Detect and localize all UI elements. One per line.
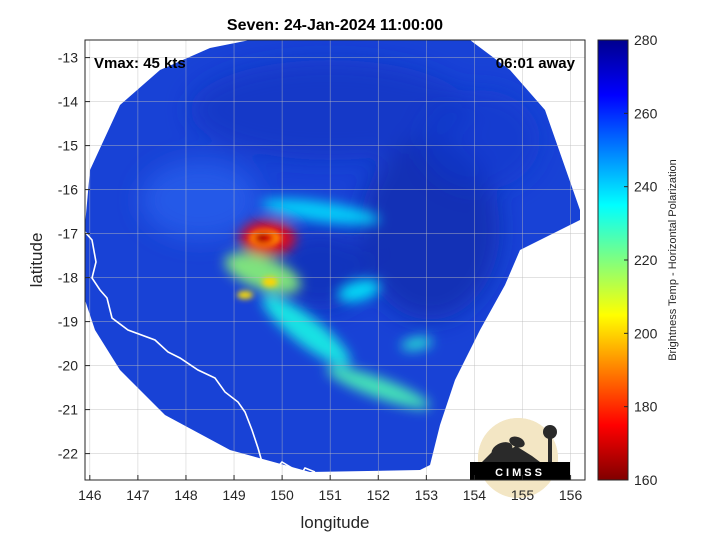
colorbar-tick-label: 160 (634, 472, 658, 488)
x-tick-label: 147 (126, 487, 150, 503)
x-tick-label: 152 (367, 487, 391, 503)
x-tick-label: 154 (463, 487, 487, 503)
colorbar-gradient (597, 39, 629, 481)
y-tick-label: -18 (58, 270, 78, 286)
colorbar-tick-label: 240 (634, 179, 658, 195)
swath-image (85, 40, 580, 472)
y-tick-label: -21 (58, 402, 78, 418)
cloud-feature-eastern-patch (400, 337, 433, 351)
colorbar-label: Brightness Temp - Horizontal Polarizatio… (667, 159, 679, 361)
y-tick-label: -17 (58, 226, 78, 242)
colorbar-tick-label: 180 (634, 399, 658, 415)
coastline (85, 231, 316, 478)
x-axis: 146 147 148 149 150 151 152 153 154 155 156 (78, 475, 582, 503)
colorbar: 280 260 240 220 200 180 160 Brightness Temp - … (597, 32, 679, 488)
colorbar-tick-label: 200 (634, 325, 658, 341)
x-axis-label: longitude (300, 513, 369, 532)
y-axis-label: latitude (27, 233, 46, 288)
x-tick-label: 156 (559, 487, 583, 503)
colorbar-tick-label: 260 (634, 105, 658, 121)
cloud-feature-east-curl (337, 279, 381, 303)
y-tick-label: -15 (58, 138, 78, 154)
chart-title: Seven: 24-Jan-2024 11:00:00 (227, 17, 443, 34)
x-tick-label: 155 (511, 487, 535, 503)
colorbar-tick-label: 220 (634, 252, 658, 268)
cimss-logo: CIMSS (470, 418, 570, 498)
logo-text: CIMSS (495, 467, 545, 479)
cloud-feature-north-arc (261, 198, 381, 225)
grid-lines (85, 40, 585, 480)
colorbar-tick-label: 280 (634, 32, 658, 48)
y-tick-label: -19 (58, 314, 78, 330)
x-tick-label: 151 (319, 487, 343, 503)
y-tick-label: -16 (58, 182, 78, 198)
x-tick-label: 149 (222, 487, 246, 503)
y-tick-label: -13 (58, 50, 78, 66)
y-tick-label: -20 (58, 358, 78, 374)
x-tick-label: 146 (78, 487, 102, 503)
y-tick-label: -14 (58, 94, 78, 110)
axes-frame (84, 39, 586, 481)
time-away-annotation: 06:01 away (496, 55, 576, 72)
y-axis: -13 -14 -15 -16 -17 -18 -19 -20 -21 -22 (58, 50, 90, 462)
x-tick-label: 153 (415, 487, 439, 503)
x-tick-label: 150 (270, 487, 294, 503)
x-tick-label: 148 (174, 487, 198, 503)
cloud-feature-spiral-band-mid (261, 294, 351, 367)
vmax-annotation: Vmax: 45 kts (94, 55, 186, 72)
y-tick-label: -22 (58, 446, 78, 462)
